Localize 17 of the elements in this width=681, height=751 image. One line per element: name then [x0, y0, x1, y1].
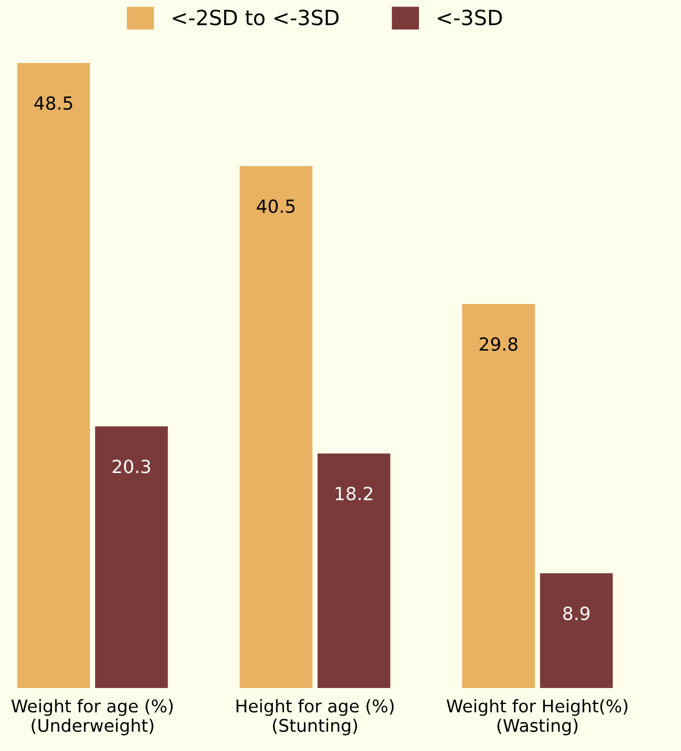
- legend-label: <-2SD to <-3SD: [172, 10, 339, 26]
- data-label: 29.8: [480, 337, 518, 351]
- bar: [462, 304, 535, 688]
- data-label: 40.5: [256, 199, 295, 213]
- bar: [95, 426, 168, 688]
- bar: [318, 453, 390, 688]
- data-label: 20.3: [112, 460, 150, 474]
- x-tick-label: Weight for Height(%) (Wasting): [446, 699, 628, 736]
- x-tick-label: Weight for age (%) (Underweight): [11, 699, 173, 736]
- bar: [17, 63, 90, 688]
- bar: [540, 573, 613, 688]
- x-tick-label: Height for age (%) (Stunting): [236, 699, 394, 736]
- data-label: 18.2: [336, 486, 372, 500]
- bar: [240, 166, 312, 688]
- data-label: 8.9: [563, 606, 590, 620]
- legend-label: <-3SD: [438, 10, 502, 26]
- data-label: 48.5: [34, 96, 72, 110]
